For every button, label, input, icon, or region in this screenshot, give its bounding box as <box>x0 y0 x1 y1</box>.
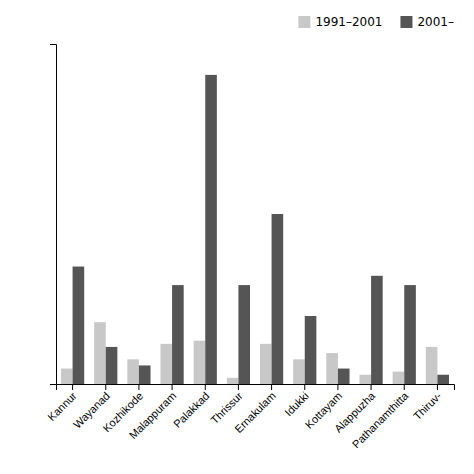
x-axis: KannurWayanadKozhikodeMalappuramPalakkad… <box>45 384 454 450</box>
bar <box>205 75 217 384</box>
x-tick: Palakkad <box>171 384 211 430</box>
x-tick: Kannur <box>45 384 79 423</box>
bar <box>437 375 449 384</box>
x-tick-mark <box>105 384 106 390</box>
bar <box>73 267 85 384</box>
x-tick-label: Thiruv- <box>411 389 444 422</box>
bar <box>338 369 350 384</box>
bar <box>194 341 206 384</box>
bar <box>238 285 250 384</box>
bar <box>305 316 317 384</box>
legend-swatch <box>400 16 412 28</box>
x-tick-mark <box>404 384 405 390</box>
bar <box>326 353 338 384</box>
bar <box>371 276 383 384</box>
legend-swatch <box>298 16 310 28</box>
x-tick-mark <box>72 384 73 390</box>
legend-item: 1991–2001 <box>298 15 382 29</box>
x-tick-label: Ernakulam <box>232 390 278 436</box>
bar-series <box>73 75 449 384</box>
bar <box>227 378 239 384</box>
legend-label: 1991–2001 <box>315 15 382 29</box>
bar <box>172 285 184 384</box>
y-axis <box>50 45 57 385</box>
x-tick-label: Pathanamthitta <box>350 389 411 450</box>
legend-label: 2001– <box>417 15 454 29</box>
bar <box>94 322 106 384</box>
x-tick: Idukki <box>282 384 311 418</box>
bar <box>61 369 73 384</box>
bar <box>272 214 284 384</box>
x-tick-mark <box>271 384 272 390</box>
bar <box>106 347 118 384</box>
bar <box>139 365 151 384</box>
x-tick-mark <box>437 384 438 390</box>
x-tick: Pathanamthitta <box>350 384 411 450</box>
bars <box>61 75 449 384</box>
legend: 1991–2001 2001– <box>298 15 454 29</box>
bar <box>160 344 172 384</box>
x-tick-mark <box>205 384 206 390</box>
x-tick-label: Idukki <box>282 390 311 419</box>
x-tick-label: Palakkad <box>171 390 211 430</box>
bar <box>260 344 272 384</box>
x-tick: Ernakulam <box>232 384 278 435</box>
x-tick-mark <box>304 384 305 390</box>
x-tick-mark <box>371 384 372 390</box>
bar <box>293 359 305 384</box>
x-tick-label: Malappuram <box>127 390 179 442</box>
bar <box>426 347 438 384</box>
bar <box>393 372 405 384</box>
x-tick-mark <box>238 384 239 390</box>
bar <box>127 359 139 384</box>
y-axis-line <box>50 45 57 385</box>
x-tick-mark <box>138 384 139 390</box>
x-tick: Malappuram <box>127 384 179 441</box>
bar <box>359 375 371 384</box>
bar <box>404 285 416 384</box>
chart: KannurWayanadKozhikodeMalappuramPalakkad… <box>0 0 474 474</box>
x-tick-mark <box>172 384 173 390</box>
x-tick: Thiruv- <box>411 384 444 422</box>
x-axis-line <box>57 385 455 391</box>
x-tick-mark <box>337 384 338 390</box>
plot: KannurWayanadKozhikodeMalappuramPalakkad… <box>45 45 454 451</box>
legend-item: 2001– <box>400 15 454 29</box>
